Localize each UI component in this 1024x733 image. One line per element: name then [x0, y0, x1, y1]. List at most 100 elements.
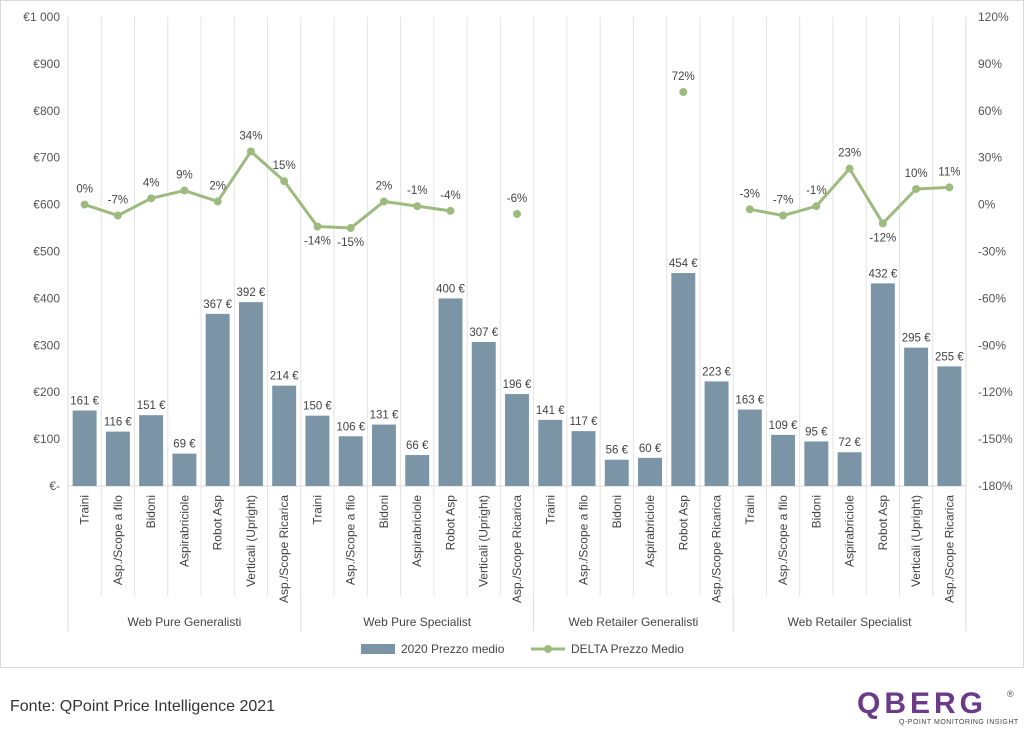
bar — [105, 431, 130, 486]
bar — [139, 415, 164, 486]
bar-value-label: 56 € — [606, 445, 629, 457]
bar-value-label: 214 € — [270, 371, 299, 383]
qberg-logo: QBERG ® Q-POINT MONITORING INSIGHT — [855, 683, 1020, 728]
y-left-tick-label: €100 — [33, 432, 60, 446]
delta-point — [80, 200, 89, 209]
category-tick-label: Traini — [78, 495, 92, 525]
delta-point — [313, 222, 322, 231]
category-tick-label: Asp./Scope Ricarica — [277, 495, 291, 603]
bar-value-label: 116 € — [104, 417, 133, 429]
y-right-tick-label: 120% — [978, 10, 1009, 24]
bar-value-label: 66 € — [406, 440, 429, 452]
delta-point — [745, 205, 754, 214]
y-right-tick-label: -120% — [978, 385, 1013, 399]
bar — [704, 381, 729, 486]
group-label: Web Pure Generalisti — [127, 615, 241, 629]
delta-point — [845, 164, 854, 173]
category-tick-label: Aspirabriciole — [643, 495, 657, 567]
y-right-tick-label: 60% — [978, 104, 1002, 118]
category-tick-label: Verticali (Upright) — [909, 495, 923, 587]
bar — [771, 434, 796, 486]
bar-value-label: 163 € — [735, 395, 764, 407]
bar-value-label: 223 € — [702, 366, 731, 378]
category-tick-label: Asp./Scope a filo — [577, 495, 591, 585]
bar — [338, 436, 363, 486]
bar — [371, 424, 396, 486]
delta-value-label: -12% — [869, 232, 896, 244]
category-tick-label: Asp./Scope Ricarica — [942, 495, 956, 603]
bar-value-label: 131 € — [370, 410, 399, 422]
bar — [870, 283, 895, 486]
delta-line-segment — [149, 189, 186, 200]
category-tick-label: Asp./Scope a filo — [344, 495, 358, 585]
delta-value-label: -1% — [806, 185, 826, 197]
logo-wordmark: QBERG — [857, 687, 987, 720]
legend-swatch-marker — [544, 645, 552, 653]
category-tick-label: Bidoni — [377, 495, 391, 528]
delta-value-label: 2% — [376, 180, 393, 192]
category-tick-label: Traini — [543, 495, 557, 525]
bar — [72, 410, 97, 486]
delta-point — [280, 177, 289, 186]
bar — [604, 459, 629, 486]
bar-line-chart: €- €100 €200 €300 €400 €500 €600 €700 €800 €900 €1… — [23, 10, 1013, 656]
y-right-tick-label: -60% — [978, 291, 1006, 305]
delta-line-segment — [315, 224, 353, 230]
delta-value-label: 23% — [838, 148, 861, 160]
legend-swatch-bars — [361, 644, 395, 654]
bar — [638, 457, 663, 486]
bar-value-label: 72 € — [838, 437, 861, 449]
bar — [904, 347, 929, 486]
bar-value-label: 117 € — [570, 416, 599, 428]
category-tick-label: Robot Asp — [211, 495, 225, 551]
category-tick-label: Asp./Scope a filo — [111, 495, 125, 585]
logo-tagline: Q-POINT MONITORING INSIGHT — [899, 719, 1019, 726]
category-tick-label: Traini — [310, 495, 324, 525]
delta-line-segment — [914, 185, 951, 191]
y-right-tick-label: -180% — [978, 479, 1013, 493]
delta-line-segment — [349, 199, 386, 230]
bar — [172, 453, 197, 486]
bar-value-label: 95 € — [805, 426, 828, 438]
category-tick-label: Asp./Scope Ricarica — [710, 495, 724, 603]
bar-value-label: 392 € — [237, 287, 266, 299]
delta-point — [180, 186, 189, 195]
delta-value-label: -14% — [304, 235, 331, 247]
delta-point — [446, 206, 455, 215]
bar-value-label: 432 € — [868, 268, 897, 280]
bar-value-label: 141 € — [536, 405, 565, 417]
bar — [804, 441, 829, 486]
delta-point — [912, 184, 921, 193]
category-tick-label: Bidoni — [144, 495, 158, 528]
delta-line-segment — [249, 149, 286, 183]
category-tick-label: Robot Asp — [876, 495, 890, 551]
y-left-tick-label: €- — [49, 479, 60, 493]
y-left-tick-label: €600 — [33, 198, 60, 212]
bar — [837, 452, 862, 486]
y-left-tick-label: €800 — [33, 104, 60, 118]
delta-value-label: 34% — [239, 130, 262, 142]
delta-value-label: -6% — [507, 193, 527, 205]
delta-value-label: 2% — [209, 180, 226, 192]
y-left-tick-label: €500 — [33, 245, 60, 259]
bar-value-label: 106 € — [336, 421, 365, 433]
bar-value-label: 454 € — [669, 258, 698, 270]
category-tick-label: Aspirabriciole — [410, 495, 424, 567]
bar — [238, 302, 263, 486]
y-right-tick-label: -150% — [978, 432, 1013, 446]
category-tick-label: Aspirabriciole — [843, 495, 857, 567]
bar-value-label: 109 € — [769, 420, 798, 432]
bar — [937, 366, 962, 486]
delta-value-label: 72% — [672, 71, 695, 83]
delta-point — [945, 183, 954, 192]
bar-value-label: 196 € — [503, 379, 532, 391]
delta-line-segment — [216, 149, 253, 203]
delta-point — [679, 88, 688, 97]
y-left-tick-label: €400 — [33, 291, 60, 305]
legend-label-bars: 2020 Prezzo medio — [401, 642, 505, 656]
group-label: Web Retailer Generalisti — [568, 615, 698, 629]
bar-value-label: 60 € — [639, 443, 662, 455]
delta-line-segment — [781, 204, 818, 218]
delta-line-segment — [748, 207, 785, 218]
group-label: Web Pure Specialist — [363, 615, 471, 629]
